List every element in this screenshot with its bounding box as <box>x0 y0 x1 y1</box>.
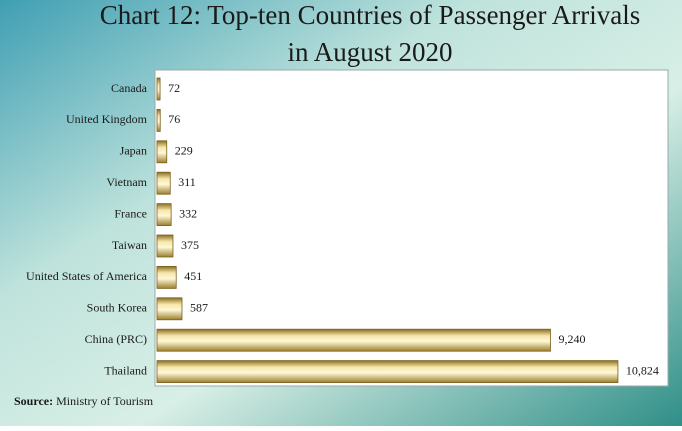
category-label: United Kingdom <box>66 112 148 126</box>
bar <box>156 140 168 164</box>
bar <box>156 109 161 132</box>
category-label: Japan <box>120 144 147 158</box>
category-label: Taiwan <box>112 238 147 252</box>
category-label: France <box>114 206 147 220</box>
bar <box>156 77 161 101</box>
value-label: 72 <box>168 81 180 95</box>
value-label: 587 <box>190 301 208 315</box>
bar <box>156 234 174 258</box>
category-label: Vietnam <box>106 175 147 189</box>
category-label: South Korea <box>87 301 148 315</box>
chart-title: Chart 12: Top-ten Countries of Passenger… <box>100 0 641 30</box>
source: Source: Ministry of Tourism <box>14 394 154 408</box>
bar <box>156 203 172 227</box>
chart-title: in August 2020 <box>287 37 452 67</box>
category-label: United States of America <box>26 269 148 283</box>
bar <box>156 360 619 384</box>
category-label: Canada <box>111 81 148 95</box>
bar <box>156 265 177 289</box>
bar <box>156 328 551 352</box>
value-label: 76 <box>168 112 180 126</box>
value-label: 375 <box>181 238 199 252</box>
value-label: 9,240 <box>558 332 585 346</box>
bar <box>156 297 183 321</box>
source-text: Ministry of Tourism <box>56 394 154 408</box>
category-label: Thailand <box>104 363 147 377</box>
value-label: 311 <box>178 175 196 189</box>
value-label: 332 <box>179 206 197 220</box>
value-label: 10,824 <box>626 363 659 377</box>
value-label: 229 <box>175 144 193 158</box>
source-label: Source: <box>14 394 53 408</box>
value-label: 451 <box>184 269 202 283</box>
category-label: China (PRC) <box>85 332 147 346</box>
bar <box>156 171 171 195</box>
